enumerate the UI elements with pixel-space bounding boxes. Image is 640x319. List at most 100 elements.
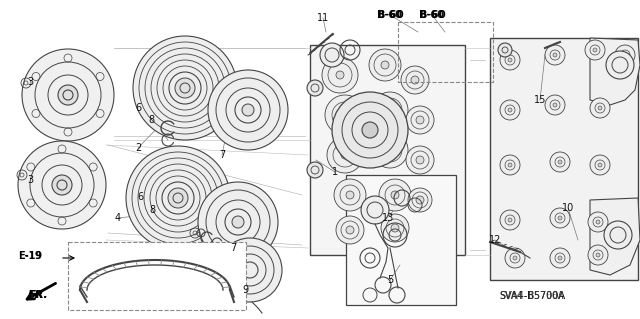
Circle shape bbox=[401, 66, 429, 94]
Text: B-60: B-60 bbox=[376, 10, 403, 20]
Circle shape bbox=[588, 245, 608, 265]
Circle shape bbox=[386, 106, 394, 114]
Circle shape bbox=[362, 122, 378, 138]
Text: B-60: B-60 bbox=[378, 10, 403, 20]
Circle shape bbox=[500, 100, 520, 120]
Circle shape bbox=[332, 92, 408, 168]
Circle shape bbox=[590, 98, 610, 118]
Circle shape bbox=[327, 137, 363, 173]
Text: 12: 12 bbox=[489, 235, 501, 245]
Circle shape bbox=[498, 43, 512, 57]
Circle shape bbox=[508, 218, 512, 222]
Circle shape bbox=[406, 106, 434, 134]
Text: 5: 5 bbox=[387, 275, 393, 285]
Circle shape bbox=[325, 95, 365, 135]
Circle shape bbox=[307, 162, 323, 178]
Circle shape bbox=[623, 53, 627, 57]
Circle shape bbox=[168, 188, 188, 208]
Circle shape bbox=[334, 179, 366, 211]
Text: SVA4-B5700A: SVA4-B5700A bbox=[499, 291, 565, 301]
Circle shape bbox=[508, 108, 512, 112]
Text: 3: 3 bbox=[27, 175, 33, 185]
Circle shape bbox=[361, 196, 389, 224]
Circle shape bbox=[336, 216, 364, 244]
Circle shape bbox=[416, 196, 424, 204]
Circle shape bbox=[416, 116, 424, 124]
Circle shape bbox=[381, 214, 409, 242]
Circle shape bbox=[341, 111, 349, 119]
Circle shape bbox=[590, 155, 610, 175]
Circle shape bbox=[320, 43, 344, 67]
Polygon shape bbox=[590, 38, 640, 105]
Circle shape bbox=[598, 163, 602, 167]
Circle shape bbox=[346, 191, 354, 199]
Circle shape bbox=[391, 224, 399, 232]
Circle shape bbox=[208, 70, 288, 150]
Circle shape bbox=[500, 50, 520, 70]
Circle shape bbox=[508, 163, 512, 167]
Circle shape bbox=[505, 248, 525, 268]
Text: 1: 1 bbox=[332, 167, 338, 177]
Text: B-60: B-60 bbox=[419, 10, 445, 20]
Text: 7: 7 bbox=[219, 150, 225, 160]
Circle shape bbox=[22, 49, 114, 141]
Circle shape bbox=[596, 220, 600, 224]
Circle shape bbox=[553, 103, 557, 107]
Circle shape bbox=[58, 85, 78, 105]
Text: 10: 10 bbox=[562, 203, 574, 213]
Text: 9: 9 bbox=[242, 285, 248, 295]
Text: 4: 4 bbox=[115, 213, 121, 223]
Circle shape bbox=[606, 51, 634, 79]
Circle shape bbox=[596, 253, 600, 257]
Circle shape bbox=[545, 95, 565, 115]
Circle shape bbox=[550, 208, 570, 228]
Circle shape bbox=[242, 104, 254, 116]
Circle shape bbox=[513, 256, 517, 260]
Circle shape bbox=[322, 57, 358, 93]
Circle shape bbox=[391, 191, 399, 199]
Text: SVA4-B5700A: SVA4-B5700A bbox=[500, 291, 564, 301]
Text: E-19: E-19 bbox=[19, 251, 41, 261]
Text: 8: 8 bbox=[148, 115, 154, 125]
Circle shape bbox=[372, 132, 408, 168]
Circle shape bbox=[553, 53, 557, 57]
Text: 2: 2 bbox=[135, 143, 141, 153]
Circle shape bbox=[341, 151, 349, 159]
Text: 11: 11 bbox=[317, 13, 329, 23]
Circle shape bbox=[336, 71, 344, 79]
Circle shape bbox=[379, 179, 411, 211]
Polygon shape bbox=[590, 198, 640, 275]
Circle shape bbox=[175, 78, 195, 98]
Circle shape bbox=[408, 188, 432, 212]
Circle shape bbox=[126, 146, 230, 250]
Circle shape bbox=[500, 155, 520, 175]
Bar bbox=[346, 175, 456, 305]
Circle shape bbox=[558, 216, 562, 220]
Circle shape bbox=[381, 61, 389, 69]
Bar bbox=[68, 242, 246, 310]
Circle shape bbox=[545, 45, 565, 65]
Circle shape bbox=[558, 160, 562, 164]
Bar bbox=[490, 38, 638, 280]
Circle shape bbox=[558, 256, 562, 260]
Circle shape bbox=[588, 212, 608, 232]
Text: B-60: B-60 bbox=[420, 10, 444, 20]
Circle shape bbox=[615, 45, 635, 65]
Circle shape bbox=[369, 49, 401, 81]
Text: 15: 15 bbox=[534, 95, 546, 105]
Text: 13: 13 bbox=[382, 213, 394, 223]
Circle shape bbox=[598, 106, 602, 110]
Text: 3: 3 bbox=[27, 77, 33, 87]
Text: FR.: FR. bbox=[29, 290, 47, 300]
Text: FR.: FR. bbox=[28, 290, 49, 300]
Circle shape bbox=[416, 156, 424, 164]
Circle shape bbox=[411, 76, 419, 84]
Text: 6: 6 bbox=[135, 103, 141, 113]
Text: 8: 8 bbox=[149, 205, 155, 215]
Circle shape bbox=[372, 92, 408, 128]
Bar bbox=[398, 22, 493, 82]
Text: E-19: E-19 bbox=[18, 251, 42, 261]
Circle shape bbox=[550, 152, 570, 172]
Circle shape bbox=[18, 141, 106, 229]
Circle shape bbox=[593, 48, 597, 52]
